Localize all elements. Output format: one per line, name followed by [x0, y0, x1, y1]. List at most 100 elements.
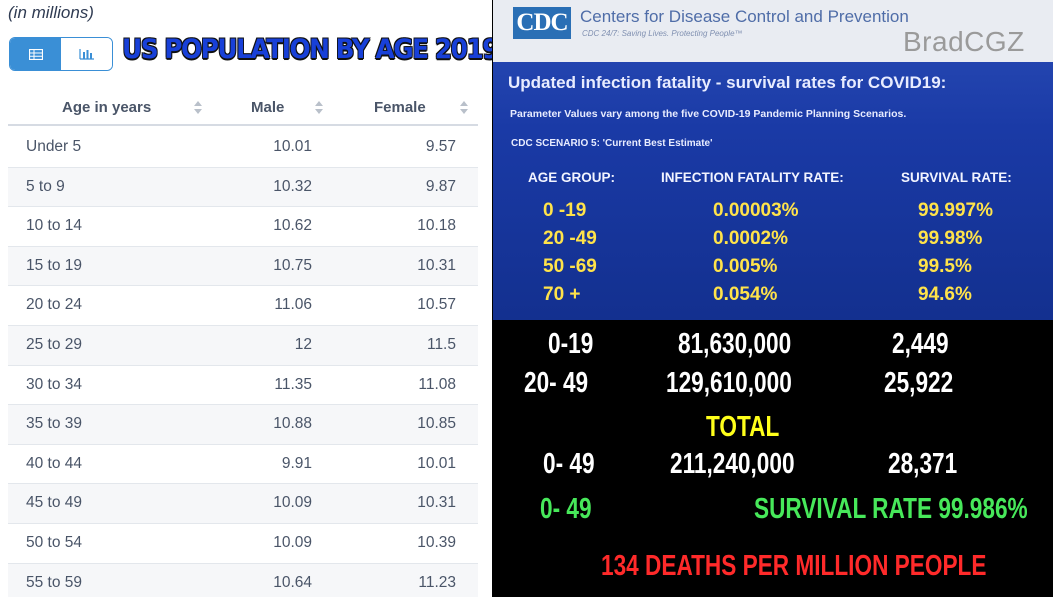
chart-view-button[interactable] — [61, 38, 112, 70]
age-cell: Under 5 — [26, 138, 82, 155]
male-cell: 10.09 — [273, 494, 312, 512]
calc-footer: 134 DEATHS PER MILLION PEOPLE — [601, 550, 987, 582]
female-cell: 10.01 — [417, 454, 456, 472]
age-cell: 30 to 34 — [26, 375, 83, 393]
male-cell: 9.91 — [281, 454, 312, 472]
cdc-slide: CDC Centers for Disease Control and Prev… — [493, 0, 1053, 320]
table-icon — [28, 48, 43, 60]
table-header: Age in years Male Female — [8, 90, 478, 126]
ifr-value: 0.0002% — [713, 228, 789, 249]
age-cell: 25 to 29 — [26, 335, 83, 353]
age-cell: 5 to 9 — [26, 177, 65, 195]
female-cell: 10.18 — [417, 217, 456, 235]
age-cell: 40 to 44 — [26, 454, 83, 472]
female-cell: 10.85 — [417, 415, 456, 433]
table-body: Under 5 10.01 9.57 5 to 9 10.32 9.87 10 to 1… — [8, 128, 478, 597]
cdc-subtitle: Parameter Values vary among the five COV… — [510, 108, 907, 120]
calc-age-0-19: 0-19 — [548, 328, 594, 360]
age-cell: 45 to 49 — [26, 494, 83, 512]
female-cell: 10.31 — [417, 256, 456, 274]
ifr-value: 0.00003% — [713, 200, 799, 221]
female-cell: 9.57 — [425, 138, 456, 155]
male-cell: 10.62 — [273, 217, 312, 235]
female-cell: 11.5 — [426, 335, 456, 353]
table-row: 25 to 29 12 11.5 — [8, 325, 478, 366]
cdc-scenario: CDC SCENARIO 5: 'Current Best Estimate' — [511, 138, 713, 149]
overlay-title: US POPULATION BY AGE 2019 — [122, 34, 492, 65]
calc-age-0-49-green: 0- 49 — [540, 493, 592, 525]
table-row: 5 to 9 10.32 9.87 — [8, 167, 478, 208]
male-cell: 10.75 — [273, 256, 312, 274]
table-row: 35 to 39 10.88 10.85 — [8, 405, 478, 445]
age-cell: 35 to 39 — [26, 415, 83, 433]
table-row: 50 to 54 10.09 10.39 — [8, 524, 478, 564]
calc-pop-0-19: 81,630,000 — [678, 328, 792, 360]
calc-pop-20-49: 129,610,000 — [666, 367, 792, 399]
female-cell: 11.23 — [418, 573, 456, 591]
ifr-value: 0.005% — [713, 256, 778, 277]
table-row: Under 5 10.01 9.57 — [8, 128, 478, 168]
header-age-group: AGE GROUP: — [528, 170, 616, 185]
male-cell: 10.88 — [273, 415, 312, 433]
watermark: BradCGZ — [903, 26, 1025, 57]
table-row: 20 to 24 11.06 10.57 — [8, 286, 478, 326]
calc-age-0-49: 0- 49 — [543, 448, 595, 480]
survival-value: 99.5% — [918, 256, 972, 277]
table-row: 45 to 49 10.09 10.31 — [8, 484, 478, 524]
calc-total-label: TOTAL — [706, 411, 780, 443]
column-header-male[interactable]: Male — [251, 99, 285, 116]
sort-icon[interactable] — [194, 100, 202, 116]
calc-age-20-49: 20- 49 — [524, 367, 589, 399]
header-ifr: INFECTION FATALITY RATE: — [661, 170, 844, 185]
survival-value: 99.997% — [918, 200, 994, 221]
sort-icon[interactable] — [460, 100, 468, 116]
bar-chart-icon — [78, 49, 94, 60]
sort-icon[interactable] — [315, 100, 323, 116]
header-survival: SURVIVAL RATE: — [901, 170, 1012, 185]
calc-survival-rate: SURVIVAL RATE 99.986% — [754, 493, 1028, 525]
survival-value: 94.6% — [918, 284, 972, 305]
age-cell: 20 to 24 — [26, 296, 83, 314]
age-cell: 55 to 59 — [26, 573, 83, 591]
male-cell: 10.64 — [273, 573, 312, 591]
column-header-age[interactable]: Age in years — [62, 99, 152, 116]
age-cell: 50 to 54 — [26, 533, 83, 551]
calc-deaths-0-49: 28,371 — [888, 448, 958, 480]
population-table-panel: (in millions) US POPULATION BY AGE 2019 … — [0, 0, 492, 597]
table-row: 10 to 14 10.62 10.18 — [8, 207, 478, 247]
calc-pop-0-49: 211,240,000 — [670, 448, 795, 480]
survival-value: 99.98% — [918, 228, 983, 249]
female-cell: 11.08 — [418, 375, 456, 393]
table-row: 15 to 19 10.75 10.31 — [8, 246, 478, 287]
cdc-title: Updated infection fatality - survival ra… — [508, 73, 947, 92]
male-cell: 10.01 — [273, 138, 312, 155]
cdc-org-name: Centers for Disease Control and Preventi… — [580, 7, 909, 26]
male-cell: 11.06 — [274, 296, 312, 314]
table-row: 30 to 34 11.35 11.08 — [8, 366, 478, 406]
age-cell: 10 to 14 — [26, 217, 83, 235]
age-cell: 15 to 19 — [26, 256, 83, 274]
calc-deaths-20-49: 25,922 — [884, 367, 954, 399]
cdc-logo: CDC — [513, 7, 571, 39]
female-cell: 10.57 — [417, 296, 456, 314]
male-cell: 10.09 — [273, 533, 312, 551]
male-cell: 10.32 — [273, 177, 312, 195]
view-toggle[interactable] — [9, 37, 113, 71]
cdc-tagline: CDC 24/7: Saving Lives. Protecting Peopl… — [582, 29, 743, 38]
table-row: 55 to 59 10.64 11.23 — [8, 563, 478, 597]
age-group-value: 70 + — [543, 284, 581, 305]
female-cell: 10.31 — [417, 494, 456, 512]
age-group-value: 0 -19 — [543, 200, 587, 221]
unit-note: (in millions) — [8, 3, 94, 22]
column-header-female[interactable]: Female — [374, 99, 426, 116]
ifr-value: 0.054% — [713, 284, 778, 305]
male-cell: 12 — [294, 335, 312, 353]
female-cell: 9.87 — [425, 177, 456, 195]
table-row: 40 to 44 9.91 10.01 — [8, 445, 478, 485]
age-group-value: 20 -49 — [543, 228, 597, 249]
female-cell: 10.39 — [417, 533, 456, 551]
cdc-header: CDC Centers for Disease Control and Prev… — [493, 0, 1053, 62]
calc-deaths-0-19: 2,449 — [892, 328, 949, 360]
table-view-button[interactable] — [10, 38, 61, 70]
male-cell: 11.35 — [274, 375, 312, 393]
